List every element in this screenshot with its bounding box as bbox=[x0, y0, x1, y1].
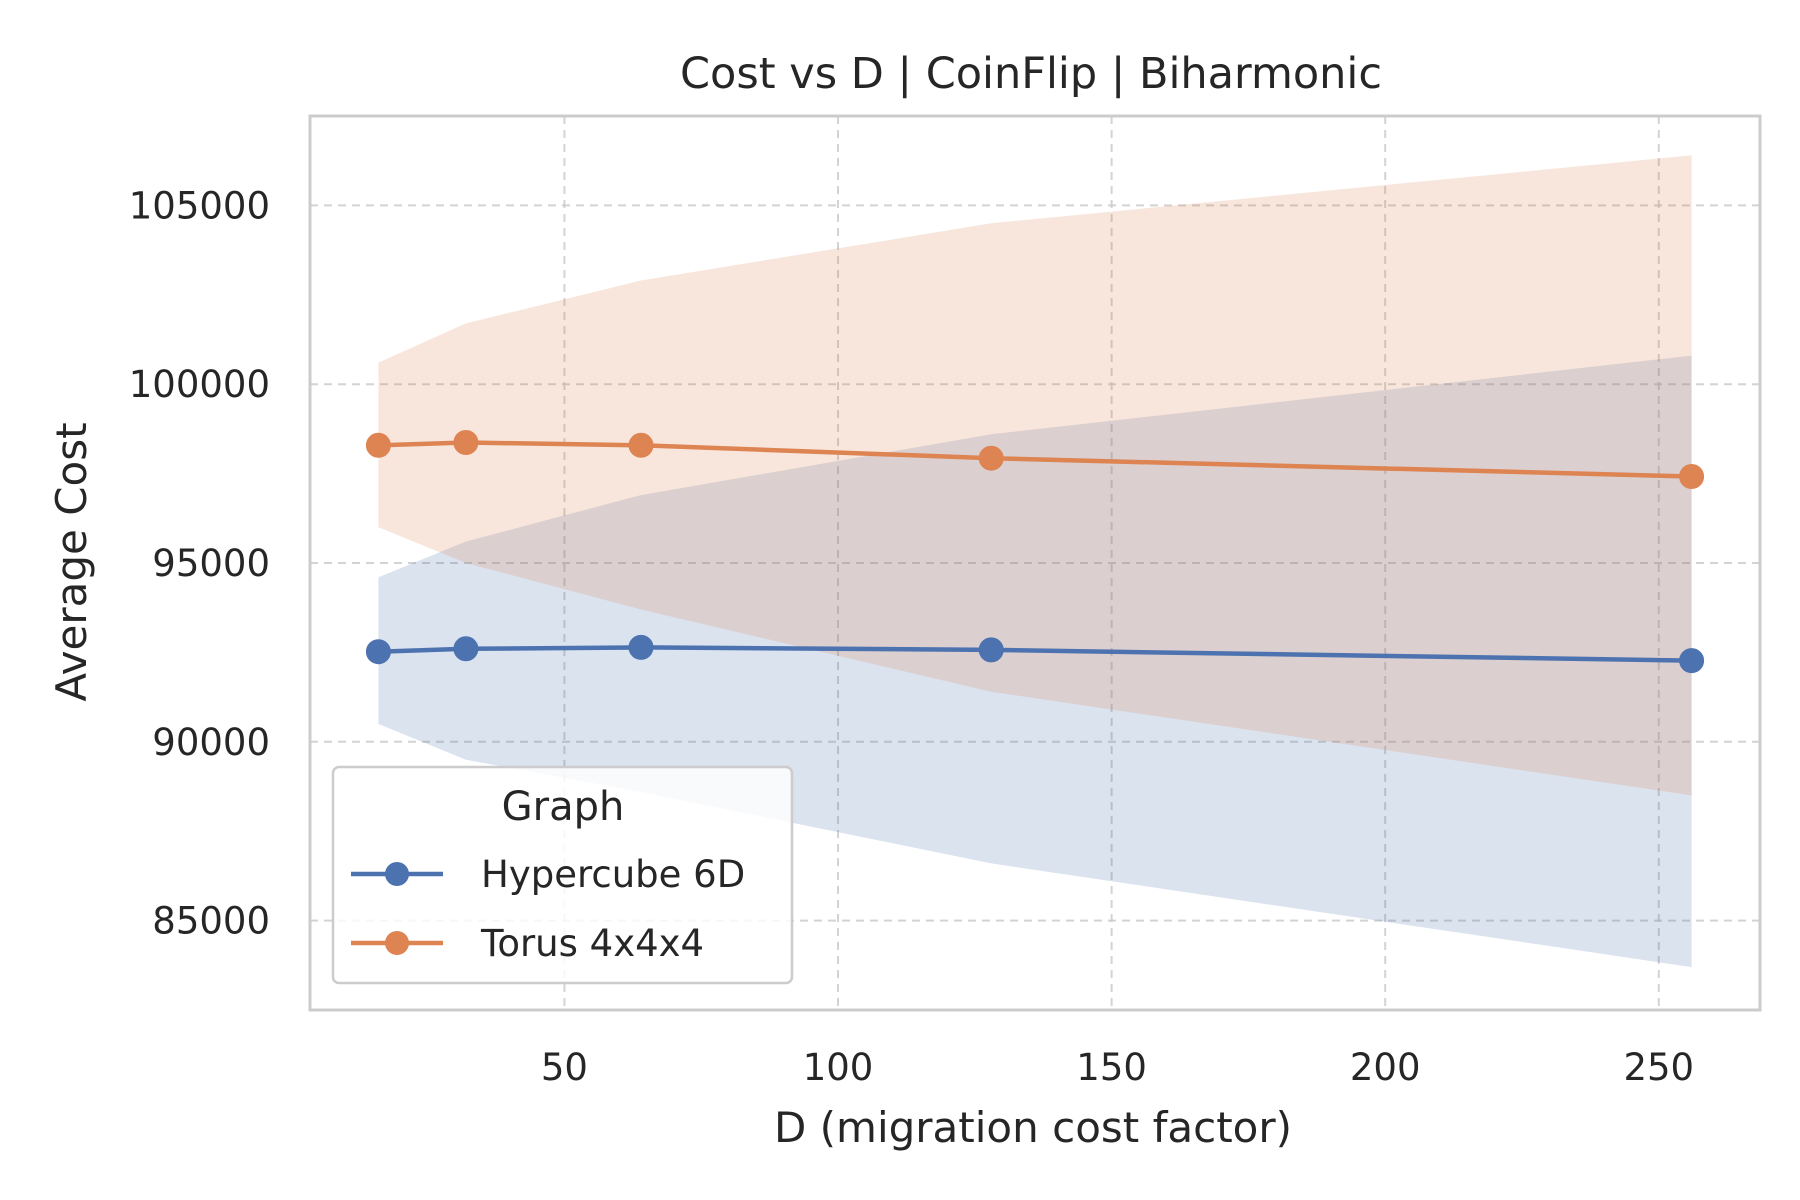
data-point-torus-4x4x4 bbox=[365, 432, 391, 458]
legend: Graph Hypercube 6D Torus 4x4x4 bbox=[331, 765, 794, 985]
legend-marker-torus-4x4x4 bbox=[385, 931, 409, 955]
x-tick-label: 100 bbox=[803, 1046, 874, 1089]
y-tick-label: 100000 bbox=[129, 363, 270, 406]
data-point-torus-4x4x4 bbox=[453, 430, 479, 455]
confidence-band-hypercube-6d bbox=[378, 355, 1692, 968]
data-point-torus-4x4x4 bbox=[628, 432, 654, 458]
plot-frame bbox=[308, 114, 1762, 1012]
x-tick-label: 50 bbox=[541, 1046, 588, 1089]
y-tick-label: 105000 bbox=[129, 184, 270, 227]
chart-title: Cost vs D | CoinFlip | Biharmonic bbox=[680, 49, 1382, 99]
legend-label-torus-4x4x4: Torus 4x4x4 bbox=[480, 922, 704, 965]
legend-marker-hypercube-6d bbox=[385, 862, 409, 886]
x-axis-label: D (migration cost factor) bbox=[774, 1103, 1292, 1152]
data-point-hypercube-6d bbox=[628, 634, 654, 660]
x-tick-label: 150 bbox=[1076, 1046, 1147, 1089]
y-tick-label: 90000 bbox=[152, 721, 270, 764]
x-tick-label: 200 bbox=[1350, 1046, 1421, 1089]
data-point-hypercube-6d bbox=[365, 639, 391, 665]
legend-label-hypercube-6d: Hypercube 6D bbox=[481, 853, 745, 896]
data-point-torus-4x4x4 bbox=[1679, 464, 1705, 489]
y-axis-label: Average Cost bbox=[47, 422, 96, 701]
legend-box bbox=[331, 765, 794, 985]
data-point-hypercube-6d bbox=[1679, 648, 1705, 674]
data-point-hypercube-6d bbox=[453, 636, 479, 662]
legend-title: Graph bbox=[502, 784, 625, 830]
line-layer bbox=[365, 430, 1705, 674]
data-point-hypercube-6d bbox=[978, 637, 1004, 663]
x-tick-label: 250 bbox=[1623, 1046, 1694, 1089]
band-layer bbox=[378, 155, 1692, 968]
y-tick-label: 85000 bbox=[152, 900, 270, 943]
data-point-torus-4x4x4 bbox=[978, 445, 1004, 471]
y-tick-label: 95000 bbox=[152, 542, 270, 585]
tick-layer: 50 100 150 200 250 85000 90000 95000 100000 10500… bbox=[129, 184, 1694, 1089]
confidence-band-torus-4x4x4 bbox=[378, 155, 1692, 796]
